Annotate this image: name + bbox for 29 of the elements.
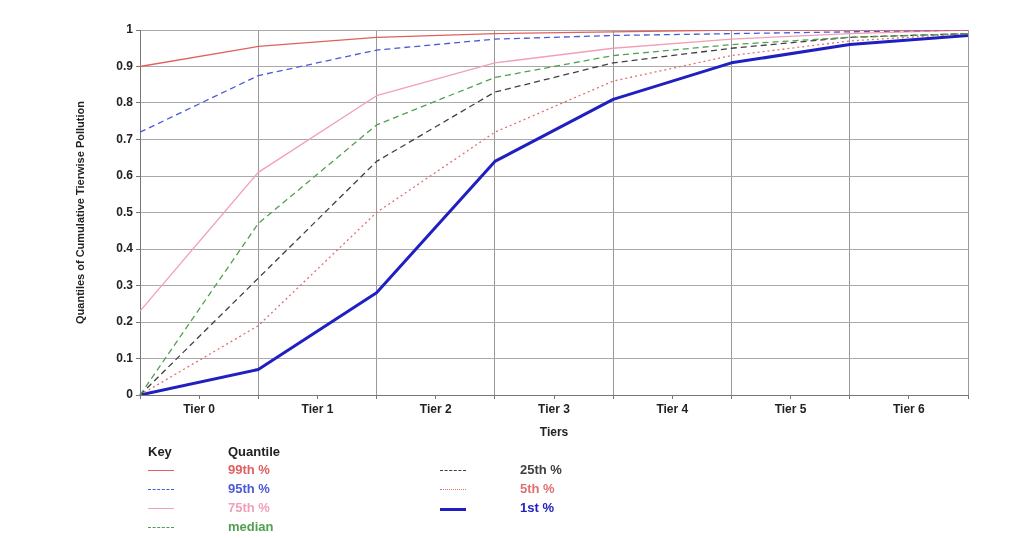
x-tick-label: Tier 3 (538, 401, 571, 416)
x-tick-label: Tier 5 (774, 401, 807, 416)
y-axis-title: Quantiles of Cumulative Tierwise Pollution (73, 100, 86, 324)
text: 1st % (520, 500, 554, 515)
x-tick-label: Tier 1 (301, 401, 334, 416)
y-tick-label: 0.7 (116, 131, 134, 146)
x-tick-label: Tier 2 (419, 401, 452, 416)
text: 25th % (520, 462, 562, 477)
y-tick-label: 0.5 (116, 204, 134, 219)
text: 99th % (228, 462, 270, 477)
text: median (228, 519, 274, 534)
y-tick-label: 0.6 (116, 168, 134, 183)
text: 75th % (228, 500, 270, 515)
y-tick-label: 0.4 (116, 241, 134, 256)
text: 95th % (228, 481, 270, 496)
y-tick-label: 0.9 (116, 58, 134, 73)
y-tick-label: 0.3 (116, 277, 134, 292)
legend-title: Key (148, 444, 172, 459)
y-tick-label: 1 (126, 22, 134, 37)
y-tick-label: 0.1 (116, 350, 134, 365)
text: 5th % (520, 481, 555, 496)
y-tick-label: 0 (126, 387, 134, 402)
y-tick-label: 0.2 (116, 314, 134, 329)
text: Quantile (228, 444, 281, 459)
y-tick-label: 0.8 (116, 95, 134, 110)
x-tick-label: Tier 4 (656, 401, 689, 416)
x-tick-label: Tier 6 (892, 401, 926, 416)
x-axis-title: Tiers (539, 425, 569, 440)
x-tick-label: Tier 0 (183, 401, 216, 416)
